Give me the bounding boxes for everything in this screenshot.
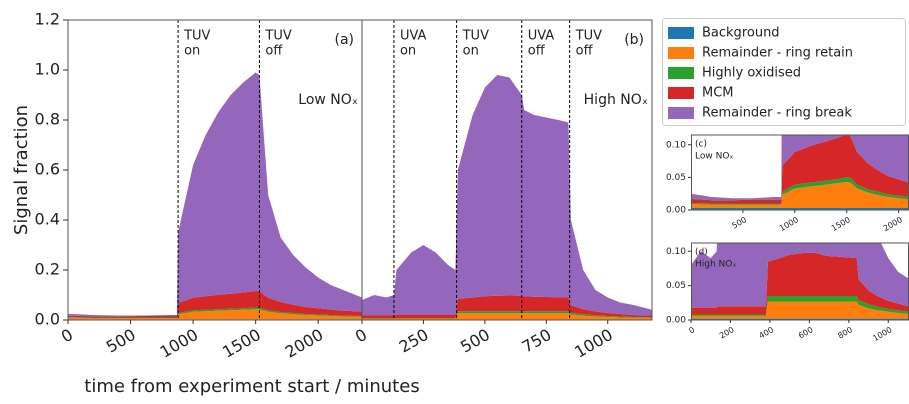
- event-label: UVA: [528, 29, 555, 44]
- legend-swatch: [668, 107, 694, 119]
- inset-y-tick-label: 0.10: [666, 247, 686, 257]
- stacked-area: [691, 243, 909, 308]
- event-label: off: [576, 44, 594, 59]
- y-tick-label: 0.6: [35, 160, 60, 179]
- stacked-area: [68, 291, 362, 318]
- x-tick-label: 500: [457, 325, 493, 357]
- legend-label: Highly oxidised: [702, 66, 801, 81]
- x-tick-label: 750: [519, 325, 555, 357]
- x-tick-label: 0: [352, 325, 370, 347]
- y-axis-label: Signal fraction: [11, 105, 32, 235]
- inset-x-tick-label: 500: [730, 215, 748, 230]
- legend-swatch: [668, 87, 694, 99]
- event-label: TUV: [183, 29, 210, 44]
- event-label: off: [265, 44, 283, 59]
- event-label: TUV: [575, 29, 602, 44]
- x-tick-label: 1000: [157, 325, 202, 362]
- legend-swatch: [668, 67, 694, 79]
- stacked-area: [362, 311, 652, 319]
- legend-label: Remainder - ring retain: [702, 46, 853, 61]
- stacked-area: [691, 301, 909, 319]
- inset-x-tick-label: 1000: [871, 325, 893, 343]
- event-label: on: [400, 44, 416, 59]
- inset-label: (d): [695, 248, 708, 258]
- event-label: TUV: [264, 29, 291, 44]
- inset-x-tick-label: 800: [836, 325, 854, 340]
- inset-x-tick-label: 400: [757, 325, 775, 340]
- y-tick-label: 1.2: [35, 10, 60, 29]
- stacked-area: [362, 295, 652, 318]
- x-tick-label: 0: [58, 325, 76, 347]
- y-tick-label: 1.0: [35, 60, 60, 79]
- inset-x-tick-label: 0: [687, 325, 696, 335]
- stacked-area: [691, 295, 909, 316]
- plot-frame: [361, 19, 653, 321]
- stacked-area: [691, 177, 909, 205]
- panel-label: (a): [334, 32, 354, 48]
- inset-x-tick-label: 1500: [830, 215, 852, 233]
- stacked-area: [68, 72, 362, 317]
- y-tick-label: 0.4: [35, 210, 60, 229]
- event-label: on: [463, 44, 479, 59]
- stacked-area: [691, 252, 909, 315]
- inset-y-tick-label: 0.05: [666, 173, 686, 183]
- inset-y-tick-label: 0.00: [666, 316, 686, 326]
- panel-annotation: Low NOₓ: [298, 92, 358, 108]
- event-label: TUV: [462, 29, 489, 44]
- x-tick-label: 1000: [571, 325, 616, 362]
- stacked-area: [362, 313, 652, 320]
- x-tick-label: 1500: [219, 325, 264, 362]
- panel-label: (b): [624, 32, 644, 48]
- stacked-area: [691, 181, 909, 209]
- x-tick-label: 2000: [282, 325, 327, 362]
- inset-annotation: Low NOₓ: [695, 152, 733, 162]
- stacked-area: [691, 135, 909, 204]
- inset-x-tick-label: 1000: [778, 215, 800, 233]
- legend-label: MCM: [702, 86, 734, 101]
- event-label: UVA: [400, 29, 427, 44]
- inset-y-tick-label: 0.10: [666, 140, 686, 150]
- inset-x-tick-label: 600: [797, 325, 815, 340]
- legend-box: [662, 18, 906, 126]
- stacked-area: [691, 135, 909, 201]
- y-tick-label: 0.0: [35, 310, 60, 329]
- legend-swatch: [668, 47, 694, 59]
- legend-swatch: [668, 27, 694, 39]
- legend-label: Remainder - ring break: [702, 106, 852, 121]
- x-axis-label: time from experiment start / minutes: [84, 376, 419, 397]
- inset-y-tick-label: 0.05: [666, 281, 686, 291]
- panel-annotation: High NOₓ: [584, 92, 648, 108]
- inset-x-tick-label: 2000: [882, 215, 904, 233]
- y-tick-label: 0.2: [35, 260, 60, 279]
- event-label: on: [184, 44, 200, 59]
- stacked-area: [68, 307, 362, 318]
- x-tick-label: 500: [103, 325, 139, 357]
- stacked-area: [362, 75, 652, 316]
- inset-label: (c): [695, 140, 707, 150]
- inset-annotation: High NOₓ: [695, 260, 736, 270]
- y-tick-label: 0.8: [35, 110, 60, 129]
- x-tick-label: 250: [396, 325, 432, 357]
- inset-y-tick-label: 0.00: [666, 206, 686, 216]
- stacked-area: [68, 309, 362, 320]
- event-label: off: [528, 44, 546, 59]
- inset-x-tick-label: 200: [718, 325, 736, 340]
- legend-label: Background: [702, 26, 780, 41]
